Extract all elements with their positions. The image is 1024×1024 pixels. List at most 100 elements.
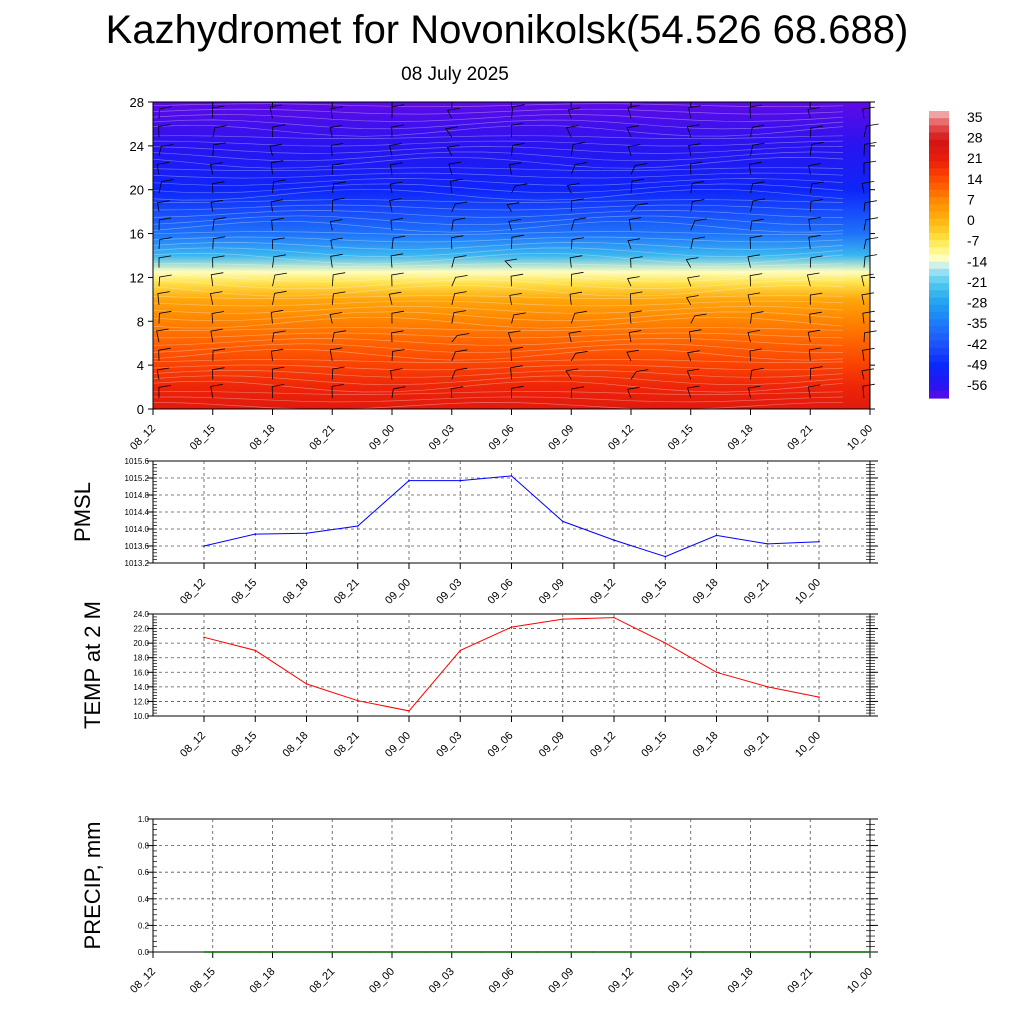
wind-barb bbox=[330, 106, 344, 119]
y-tick-label: 8 bbox=[137, 314, 144, 329]
wind-barb bbox=[627, 276, 640, 287]
contour-line bbox=[152, 268, 844, 275]
wind-barb bbox=[809, 181, 824, 194]
colorbar-band bbox=[929, 204, 949, 213]
wind-barb bbox=[808, 216, 821, 231]
wind-barb bbox=[504, 258, 518, 268]
x-tick-label: 09_03 bbox=[434, 577, 464, 607]
colorbar-band bbox=[929, 154, 949, 162]
x-tick-label: 09_18 bbox=[726, 423, 756, 453]
contour-line bbox=[152, 284, 844, 297]
wind-barb bbox=[157, 200, 170, 212]
wind-barb bbox=[566, 183, 580, 194]
x-tick-label: 10_00 bbox=[845, 423, 875, 453]
wind-barb bbox=[212, 236, 226, 249]
x-tick-label: 09_06 bbox=[486, 730, 516, 760]
contour-line bbox=[152, 188, 844, 201]
y-tick-label: 1015.2 bbox=[125, 474, 150, 483]
x-tick-label: 09_03 bbox=[427, 966, 457, 996]
y-tick-label: 16.0 bbox=[133, 668, 149, 677]
wind-barb bbox=[630, 163, 648, 175]
data-point bbox=[818, 696, 820, 698]
wind-barb bbox=[331, 291, 346, 305]
colorbar-band bbox=[929, 211, 949, 220]
y-tick-label: 12 bbox=[130, 270, 144, 285]
x-tick-label: 08_15 bbox=[229, 577, 259, 607]
data-point bbox=[408, 479, 410, 482]
colorbar-band bbox=[929, 225, 949, 234]
colorbar-label: -42 bbox=[967, 336, 987, 352]
contour-line bbox=[152, 401, 844, 410]
colorbar-band bbox=[929, 268, 949, 277]
wind-barb bbox=[569, 255, 583, 268]
wind-barb bbox=[210, 328, 223, 343]
wind-barb bbox=[212, 181, 225, 194]
wind-barb bbox=[212, 217, 227, 231]
wind-barb bbox=[750, 198, 766, 212]
wind-barb bbox=[331, 181, 346, 194]
y-axis-label: PRECIP, mm bbox=[80, 822, 105, 950]
contour-line bbox=[152, 247, 844, 258]
x-tick-label: 09_21 bbox=[742, 577, 772, 607]
wind-barb bbox=[628, 330, 642, 343]
data-point bbox=[357, 699, 359, 702]
colorbar-band bbox=[929, 354, 949, 363]
wind-barb bbox=[630, 256, 643, 268]
wind-barb bbox=[685, 257, 699, 268]
colorbar-band bbox=[929, 111, 949, 119]
wind-barb bbox=[750, 311, 764, 324]
wind-barb bbox=[451, 217, 466, 231]
colorbar-band bbox=[929, 383, 949, 392]
wind-barb bbox=[809, 255, 823, 268]
data-point bbox=[369, 951, 372, 953]
data-point bbox=[305, 532, 308, 535]
wind-barb bbox=[445, 126, 458, 138]
wind-barb bbox=[863, 330, 877, 343]
wind-barb bbox=[690, 313, 707, 324]
wind-barb bbox=[391, 310, 404, 324]
wind-barb bbox=[686, 368, 700, 380]
x-tick-label: 10_00 bbox=[845, 966, 875, 996]
wind-barb bbox=[270, 160, 284, 175]
wind-barb bbox=[451, 201, 468, 212]
y-tick-label: 1013.2 bbox=[125, 559, 150, 568]
data-point bbox=[702, 951, 705, 953]
wind-barb bbox=[272, 290, 287, 305]
data-point bbox=[758, 951, 760, 953]
wind-barb bbox=[809, 199, 823, 212]
wind-barb bbox=[568, 330, 582, 343]
colorbar-band bbox=[929, 175, 949, 184]
wind-barb bbox=[510, 365, 523, 380]
wind-barb bbox=[690, 236, 706, 249]
y-tick-label: 0.2 bbox=[138, 921, 150, 930]
colorbar-band bbox=[929, 290, 949, 299]
contour-line bbox=[152, 167, 844, 172]
x-tick-label: 09_18 bbox=[726, 966, 756, 996]
wind-barb bbox=[749, 161, 762, 175]
y-tick-label: 28 bbox=[130, 95, 144, 110]
colorbar-band bbox=[929, 161, 949, 169]
wind-barb bbox=[446, 107, 460, 119]
data-point bbox=[203, 545, 205, 547]
colorbar-label: 35 bbox=[967, 109, 983, 125]
wind-barb bbox=[508, 219, 521, 231]
contour-line bbox=[152, 178, 844, 186]
contour-line bbox=[152, 252, 844, 265]
contour-line bbox=[152, 236, 844, 243]
contour-line bbox=[152, 220, 844, 233]
wind-barb bbox=[808, 347, 822, 361]
wind-barb bbox=[629, 291, 643, 305]
colorbar-label: -21 bbox=[967, 274, 987, 290]
contour-line bbox=[152, 199, 844, 203]
wind-barb bbox=[749, 104, 762, 119]
y-tick-label: 0.0 bbox=[138, 948, 150, 957]
contour-line bbox=[152, 348, 844, 361]
colorbar-band bbox=[929, 347, 949, 356]
contour-line bbox=[152, 359, 844, 363]
x-tick-label: 08_18 bbox=[248, 966, 278, 996]
x-tick-label: 08_18 bbox=[281, 730, 311, 760]
wind-barb bbox=[158, 237, 172, 249]
wind-barb bbox=[450, 178, 463, 194]
wind-barb bbox=[628, 217, 642, 231]
